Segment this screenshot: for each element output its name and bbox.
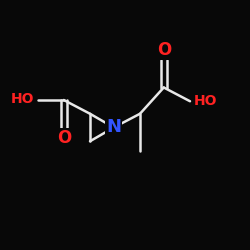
Text: N: N xyxy=(106,118,121,136)
Text: O: O xyxy=(56,129,71,147)
Text: HO: HO xyxy=(10,92,34,106)
Text: O: O xyxy=(156,41,171,59)
Text: HO: HO xyxy=(194,94,217,108)
